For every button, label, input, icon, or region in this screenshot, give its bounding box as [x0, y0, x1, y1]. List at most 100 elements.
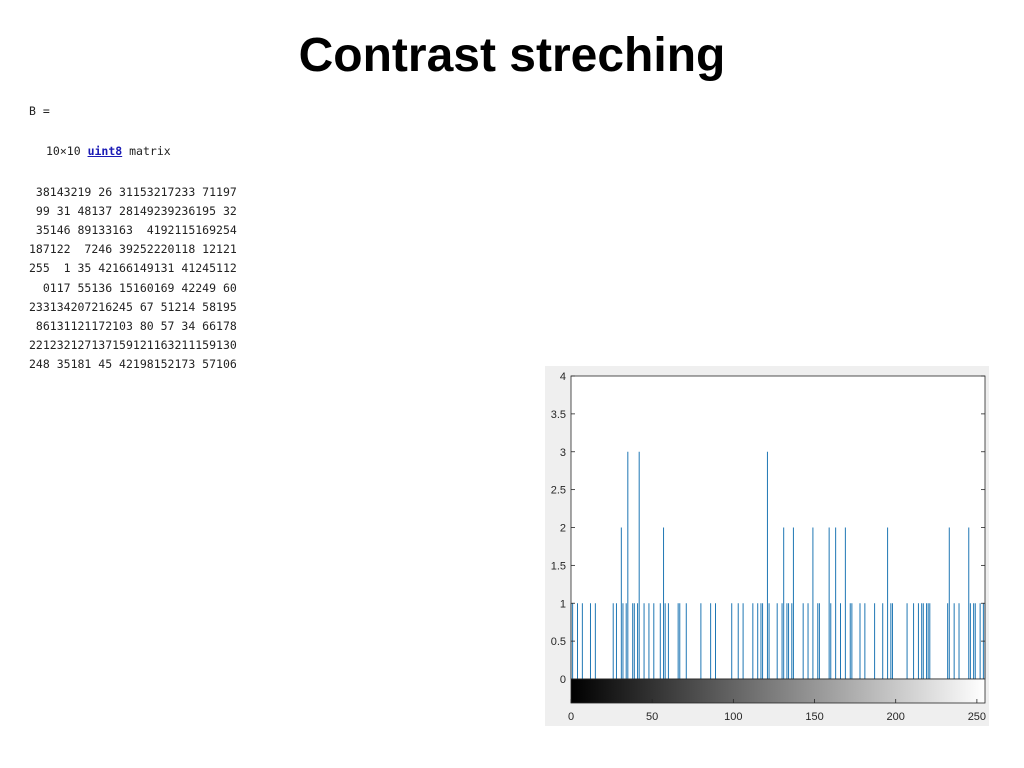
colorbar [570, 678, 986, 704]
matrix-cell: 80 [139, 318, 154, 333]
matrix-cell: 248 [29, 357, 50, 372]
matrix-row: 86 131 121 172 103 80 57 34 66 178 [29, 316, 237, 335]
y-tick-label: 2.5 [551, 485, 566, 497]
matrix-cell: 15 [119, 280, 133, 295]
matrix-cell: 166 [112, 261, 133, 276]
matrix-cell: 32 [222, 203, 237, 218]
matrix-cell: 134 [49, 299, 71, 314]
matrix-cell: 51 [160, 299, 175, 314]
matrix-cell: 143 [49, 184, 71, 199]
matrix-cell: 207 [70, 299, 92, 314]
matrix-cell: 55 [77, 280, 92, 295]
matrix-cell: 117 [49, 280, 71, 295]
matrix-row: 221 232 127 137 159 121 163 211 159 130 [29, 336, 237, 355]
matrix-cell: 115 [174, 222, 196, 237]
y-tick-label: 3.5 [551, 409, 566, 421]
matrix-cell: 26 [98, 184, 113, 199]
matrix-cell: 34 [181, 318, 196, 333]
matrix-cell: 28 [119, 203, 133, 218]
matrix-cell: 103 [112, 318, 133, 333]
x-tick-label: 50 [646, 711, 658, 723]
matrix-cell: 198 [132, 357, 154, 372]
matrix-cell: 86 [35, 318, 50, 333]
matrix-cell: 121 [216, 242, 237, 257]
matrix-row: 255 1 35 42 166 149 131 41 245 112 [29, 259, 237, 278]
matrix-cell: 7 [84, 242, 92, 257]
matrix-cell: 136 [91, 280, 113, 295]
matrix-cell: 57 [160, 318, 175, 333]
matrix-cell: 89 [77, 222, 92, 237]
matrix-cell: 130 [216, 338, 237, 353]
matrix-cell: 233 [29, 299, 50, 314]
matrix-cell: 172 [91, 318, 113, 333]
matrix-cell: 57 [202, 357, 217, 372]
matrix-dimensions: 10×10 [46, 144, 81, 158]
matrix-cell: 1 [63, 261, 71, 276]
matrix-cell: 245 [112, 299, 133, 314]
matrix-cell: 219 [70, 184, 92, 199]
x-tick-label: 200 [887, 711, 905, 723]
matrix-cell: 137 [91, 203, 113, 218]
matrix-cell: 131 [49, 318, 71, 333]
matrix-cell: 137 [91, 338, 113, 353]
matrix-cell: 41 [181, 261, 196, 276]
matrix-row: 38 143 219 26 31 153 217 233 71 197 [29, 182, 237, 201]
matrix-cell: 45 [98, 357, 113, 372]
x-tick-label: 150 [805, 711, 823, 723]
x-tick-label: 100 [724, 711, 742, 723]
y-tick-label: 1 [560, 598, 566, 610]
matrix-cell: 60 [222, 280, 237, 295]
matrix-row: 248 35 181 45 42 198 152 173 57 106 [29, 355, 237, 374]
matrix-cell: 255 [29, 261, 50, 276]
matrix-cell: 122 [49, 242, 71, 257]
y-tick-label: 2 [560, 523, 566, 535]
matrix-cell: 58 [202, 299, 217, 314]
matrix-cell: 153 [132, 184, 154, 199]
matrix-cell: 246 [91, 242, 113, 257]
matrix-cell: 146 [49, 222, 71, 237]
variable-name-line: B = [29, 104, 50, 118]
y-tick-label: 4 [560, 371, 566, 383]
matrix-cell: 216 [91, 299, 113, 314]
matrix-cell: 195 [195, 203, 217, 218]
matrix-cell: 152 [153, 357, 175, 372]
matrix-row: 99 31 48 137 28 149 239 236 195 32 [29, 201, 237, 220]
y-tick-label: 0.5 [551, 636, 566, 648]
matrix-cell: 4 [146, 222, 154, 237]
matrix-cell: 160 [132, 280, 154, 295]
matrix-cell: 214 [174, 299, 196, 314]
matrix-cell: 31 [56, 203, 71, 218]
matrix-cell: 169 [195, 222, 217, 237]
matrix-cell: 187 [29, 242, 50, 257]
matrix-cell: 31 [119, 184, 133, 199]
matrix-word: matrix [129, 144, 171, 158]
matrix-cell: 211 [174, 338, 196, 353]
matrix-cell: 163 [153, 338, 175, 353]
matrix-cell: 42 [119, 357, 133, 372]
matrix-cell: 48 [77, 203, 92, 218]
matrix-cell: 42 [181, 280, 196, 295]
matrix-cell: 127 [70, 338, 92, 353]
matrix-cell: 131 [153, 261, 175, 276]
matrix-cell: 121 [132, 338, 154, 353]
matrix-cell: 178 [216, 318, 237, 333]
matrix-cell: 106 [216, 357, 237, 372]
matrix-row: 35 146 89 133 163 4 192 115 169 254 [29, 220, 237, 239]
matrix-cell: 192 [153, 222, 175, 237]
matrix-cell: 35 [56, 357, 71, 372]
matrix-cell: 159 [195, 338, 217, 353]
y-tick-label: 3 [560, 447, 566, 459]
plot-area [571, 376, 985, 679]
matrix-cell: 67 [139, 299, 154, 314]
matrix-cell: 197 [216, 184, 237, 199]
slide-title: Contrast streching [298, 29, 726, 82]
matrix-cell: 163 [112, 222, 133, 237]
matrix-cell: 112 [216, 261, 237, 276]
matrix-dimensions-line: 10×10 uint8 matrix [46, 144, 171, 158]
matrix-cell: 35 [35, 222, 50, 237]
matrix-row: 233 134 207 216 245 67 51 214 58 195 [29, 297, 237, 316]
uint8-type-link[interactable]: uint8 [87, 144, 123, 158]
matrix-cell: 149 [132, 261, 154, 276]
matrix-cell: 181 [70, 357, 92, 372]
matrix-cell: 12 [202, 242, 217, 257]
